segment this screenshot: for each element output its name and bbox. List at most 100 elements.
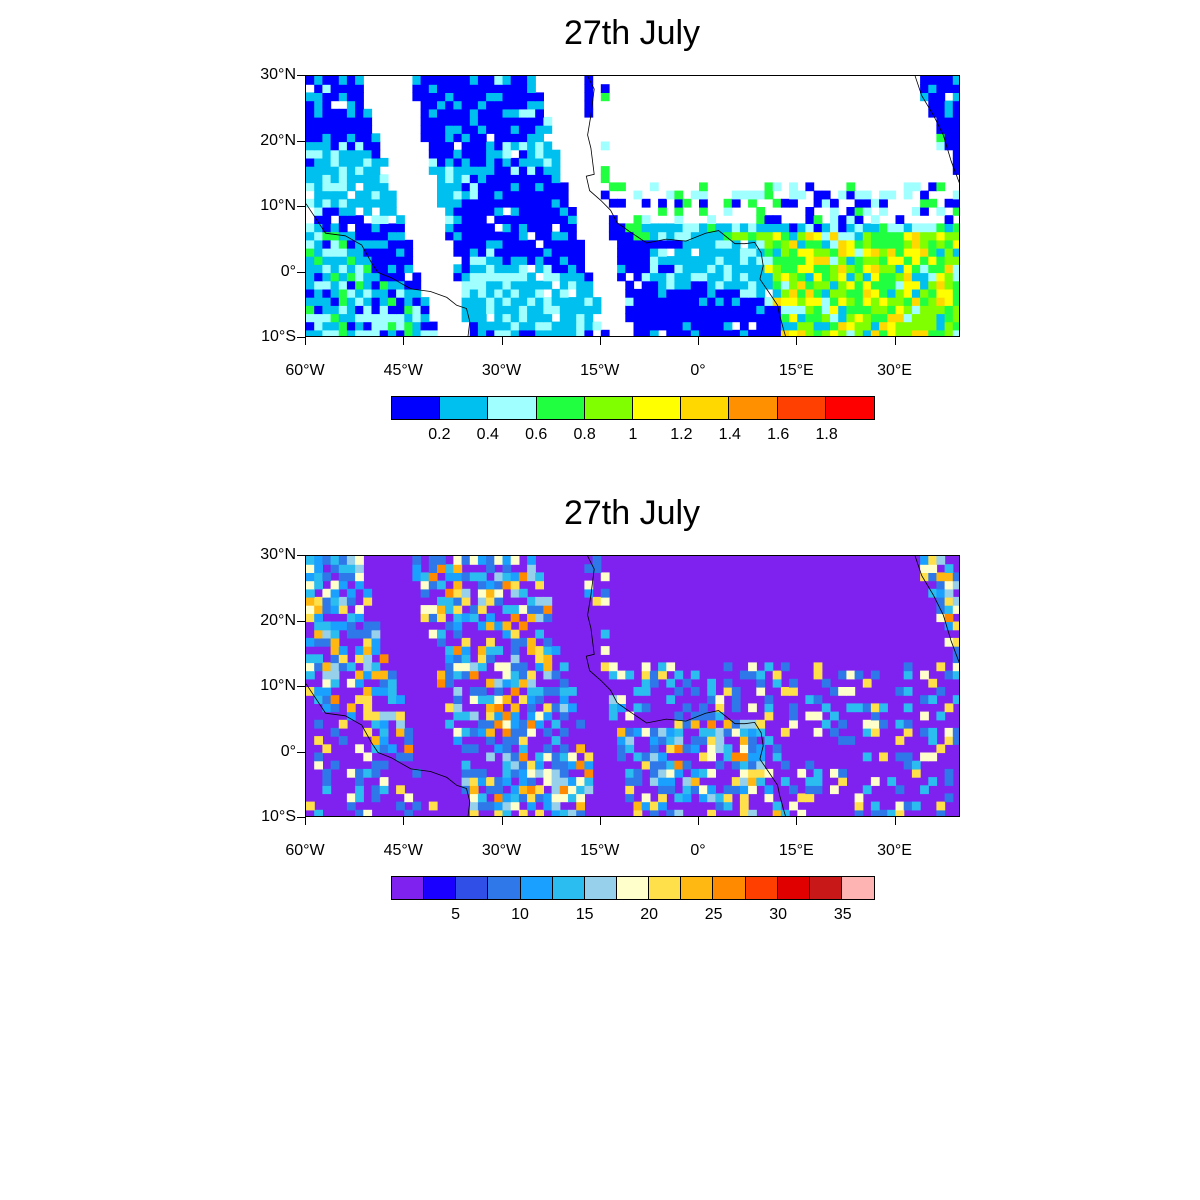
data-cell <box>936 108 946 118</box>
data-cell <box>944 223 954 233</box>
data-cell <box>748 809 757 816</box>
data-cell <box>486 588 495 598</box>
data-cell <box>739 329 749 336</box>
data-cell <box>584 321 594 331</box>
data-cell <box>789 313 798 323</box>
data-cell <box>772 280 782 290</box>
data-cell <box>739 223 749 233</box>
data-cell <box>445 621 454 631</box>
data-cell <box>699 190 708 200</box>
data-cell <box>453 239 463 249</box>
data-cell <box>314 190 323 200</box>
data-cell <box>338 621 348 631</box>
data-cell <box>821 703 831 713</box>
data-cell <box>805 247 815 257</box>
data-cell <box>658 785 667 795</box>
data-cell <box>715 288 725 298</box>
data-cell <box>748 760 757 770</box>
data-cell <box>936 182 946 192</box>
data-cell <box>314 272 323 282</box>
data-cell <box>314 629 323 639</box>
data-cell <box>314 133 323 143</box>
data-cell <box>952 92 959 102</box>
data-cell <box>805 777 815 786</box>
data-cell <box>559 727 569 737</box>
data-cell <box>936 100 946 110</box>
data-cell <box>658 801 667 811</box>
data-cell <box>494 256 504 265</box>
data-cell <box>870 329 880 336</box>
data-cell <box>576 809 585 816</box>
data-cell <box>527 272 536 282</box>
data-cell <box>952 247 959 257</box>
longitude-tick <box>501 817 503 825</box>
data-cell <box>625 777 635 786</box>
data-cell <box>674 288 684 298</box>
data-cell <box>559 313 569 323</box>
data-cell <box>314 329 323 336</box>
data-cell <box>887 305 897 315</box>
data-cell <box>306 223 315 233</box>
map-plot-area <box>305 555 960 817</box>
data-cell <box>330 629 340 639</box>
data-cell <box>543 687 553 696</box>
data-cell <box>952 572 959 582</box>
data-cell <box>879 239 888 249</box>
data-cell <box>674 793 684 803</box>
data-cell <box>723 752 733 762</box>
data-cell <box>715 280 725 290</box>
data-cell <box>625 744 635 754</box>
data-cell <box>641 288 651 298</box>
data-cell <box>445 670 454 680</box>
data-cell <box>494 247 504 257</box>
data-cell <box>461 613 471 623</box>
data-cell <box>445 100 454 110</box>
data-cell <box>813 190 823 200</box>
data-cell <box>895 239 905 249</box>
data-cell <box>363 752 373 762</box>
data-cell <box>396 215 405 224</box>
data-cell <box>379 744 389 754</box>
data-cell <box>789 297 798 306</box>
data-cell <box>527 141 536 151</box>
data-cell <box>486 637 495 647</box>
data-cell <box>592 305 602 315</box>
data-cell <box>846 272 856 282</box>
data-cell <box>928 752 938 762</box>
data-cell <box>404 264 414 274</box>
data-cell <box>633 768 643 778</box>
data-cell <box>461 264 471 274</box>
data-cell <box>322 313 332 323</box>
data-cell <box>756 280 766 290</box>
data-cell <box>887 256 897 265</box>
data-cell <box>551 809 561 816</box>
data-cell <box>739 313 749 323</box>
data-cell <box>535 646 544 655</box>
data-cell <box>543 256 553 265</box>
data-cell <box>510 264 520 274</box>
data-cell <box>396 297 405 306</box>
data-cell <box>666 305 676 315</box>
data-cell <box>428 157 438 167</box>
data-cell <box>338 149 348 159</box>
data-cell <box>527 785 536 795</box>
data-cell <box>608 215 618 224</box>
data-cell <box>903 801 913 811</box>
data-cell <box>453 108 463 118</box>
data-cell <box>723 264 733 274</box>
data-cell <box>469 166 479 175</box>
data-cell <box>879 703 888 713</box>
data-cell <box>486 556 495 565</box>
data-cell <box>346 182 356 192</box>
data-cell <box>838 215 847 224</box>
data-cell <box>870 801 880 811</box>
data-cell <box>764 785 774 795</box>
data-cell <box>813 777 823 786</box>
data-cell <box>944 264 954 274</box>
data-cell <box>568 329 577 336</box>
data-cell <box>600 190 610 200</box>
data-cell <box>854 297 864 306</box>
data-cell <box>379 174 389 184</box>
data-cell <box>699 231 708 241</box>
data-cell <box>658 321 667 331</box>
